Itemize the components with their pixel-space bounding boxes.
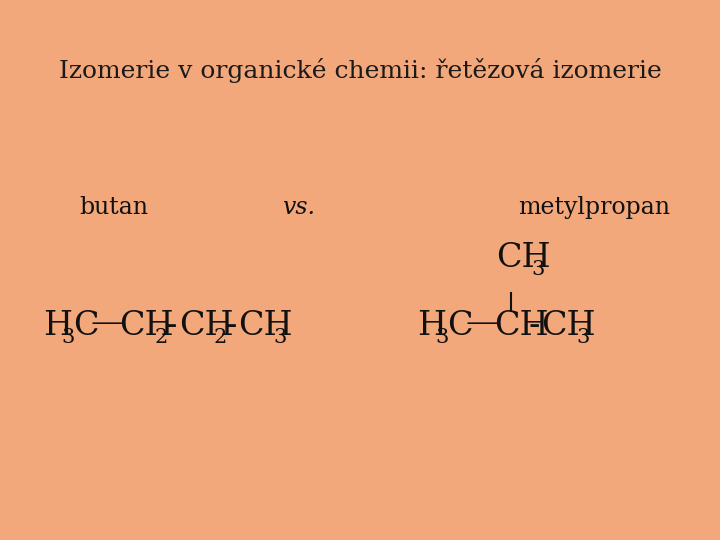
Text: CH: CH	[541, 310, 596, 342]
Text: H: H	[418, 310, 446, 342]
Text: H: H	[43, 310, 72, 342]
Text: 3: 3	[273, 328, 287, 347]
Text: C: C	[73, 310, 99, 342]
Text: —: —	[91, 307, 125, 339]
Text: CH: CH	[238, 310, 292, 342]
Text: 2: 2	[214, 328, 227, 347]
Text: —: —	[465, 307, 499, 339]
Text: 3: 3	[61, 328, 75, 347]
Text: 3: 3	[436, 328, 449, 347]
Text: metylpropan: metylpropan	[518, 197, 670, 219]
Text: 2: 2	[154, 328, 168, 347]
Text: butan: butan	[79, 197, 148, 219]
Text: -: -	[166, 310, 177, 342]
Text: vs.: vs.	[282, 197, 315, 219]
Text: -: -	[225, 310, 236, 342]
Text: CH: CH	[179, 310, 233, 342]
Text: CH: CH	[496, 242, 551, 274]
Text: 3: 3	[576, 328, 590, 347]
Text: Izomerie v organické chemii: řetězová izomerie: Izomerie v organické chemii: řetězová iz…	[58, 58, 662, 83]
Text: CH: CH	[120, 310, 174, 342]
Text: CH: CH	[494, 310, 549, 342]
Text: C: C	[447, 310, 473, 342]
Text: 3: 3	[531, 260, 544, 279]
Text: -: -	[528, 310, 540, 342]
